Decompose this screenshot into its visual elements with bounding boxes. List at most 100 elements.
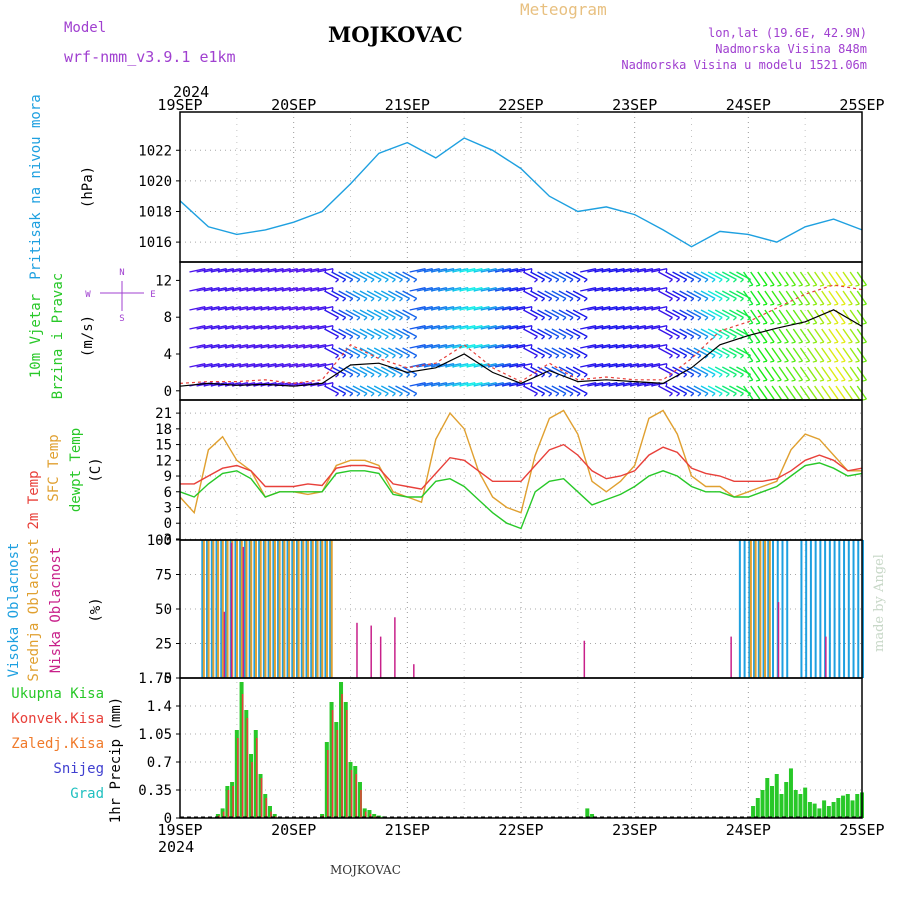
wind-barb xyxy=(423,267,440,273)
cloud-low-bar xyxy=(777,602,780,678)
wind-barb xyxy=(487,381,504,387)
wind-barb-tick xyxy=(555,298,560,302)
wind-barb-tick xyxy=(384,374,389,378)
wind-barb-tick xyxy=(711,279,716,283)
wind-barb xyxy=(750,328,761,343)
wind-barb xyxy=(828,328,839,343)
wind-barb xyxy=(580,267,596,273)
cloud-mid-bar xyxy=(297,540,300,678)
wind-barb xyxy=(317,324,334,330)
wind-barb-tick xyxy=(555,279,560,283)
year-top: 2024 xyxy=(173,83,210,101)
wind-barb xyxy=(743,309,754,324)
wind-barb xyxy=(402,347,418,357)
wind-barb xyxy=(778,290,789,305)
wind-barb-tick xyxy=(377,317,382,321)
wind-barb-tick xyxy=(777,303,782,306)
precip-total-bar xyxy=(845,794,850,818)
wind-barb xyxy=(224,286,241,292)
wind-barb-tick xyxy=(335,336,339,340)
wind-barb xyxy=(693,347,709,357)
wind-barb xyxy=(501,267,518,273)
wind-barb xyxy=(849,309,860,324)
wind-barb xyxy=(189,267,206,273)
wind-barb xyxy=(359,271,375,281)
precip-convective-bar xyxy=(260,778,263,818)
lonlat-text: lon,lat (19.6E, 42.9N) xyxy=(708,26,867,40)
wind-barb-tick xyxy=(534,298,538,302)
wind-barb xyxy=(239,343,255,349)
wind-barb xyxy=(608,267,625,273)
cloud-high-bar xyxy=(258,540,261,678)
wind-barb xyxy=(601,305,618,311)
wind-barb xyxy=(466,267,483,273)
wind-barb xyxy=(509,267,525,273)
wind-barb xyxy=(799,328,811,343)
wind-barb xyxy=(430,381,447,387)
wind-barb-tick xyxy=(576,374,581,378)
wind-barb-tick xyxy=(342,374,347,378)
cloud-mid-bar xyxy=(236,540,239,678)
wind-barb xyxy=(473,324,490,330)
wind-barb xyxy=(558,366,574,376)
wind-barb xyxy=(672,328,688,338)
wind-barb xyxy=(224,324,241,330)
wind-barb-tick xyxy=(784,303,789,306)
wind-barb-tick xyxy=(748,360,753,363)
wind-units: (m/s) xyxy=(80,315,96,357)
precip-y-tick-label: 0.35 xyxy=(138,783,172,799)
wind-barb xyxy=(785,366,796,381)
wind-barb-tick xyxy=(342,355,347,359)
cloud-low-bar xyxy=(230,542,233,678)
wind-barb xyxy=(665,366,680,376)
wind-barb xyxy=(246,343,263,349)
wind-barb xyxy=(565,290,581,300)
wind-barb xyxy=(480,286,497,292)
wind-barb xyxy=(544,309,560,319)
wind-barb-tick xyxy=(718,355,723,359)
wind-barb-tick xyxy=(356,336,361,340)
wind-barb xyxy=(806,328,818,343)
cloud-high-bar xyxy=(748,540,751,678)
wind-barb xyxy=(835,347,846,362)
wind-barb xyxy=(608,324,625,330)
cloud-units: (%) xyxy=(88,597,104,622)
precip-total-bar xyxy=(798,794,803,818)
wind-barb xyxy=(338,271,354,281)
wind-barb-tick xyxy=(669,336,673,340)
wind-barb xyxy=(629,362,646,368)
wind-barb xyxy=(395,309,410,319)
wind-mean-line xyxy=(179,309,863,387)
wind-barb xyxy=(288,362,305,368)
wind-barb xyxy=(388,328,403,338)
wind-barb xyxy=(828,385,839,400)
wind-barb-tick xyxy=(669,279,673,283)
wind-barb xyxy=(686,328,702,338)
wind-barb xyxy=(835,290,846,305)
wind-barb xyxy=(771,271,782,286)
wind-barb-tick xyxy=(384,336,389,340)
wind-barb xyxy=(452,362,469,368)
wind-barb xyxy=(778,328,789,343)
wind-barb-tick xyxy=(812,379,817,382)
wind-barb-tick xyxy=(676,298,680,302)
wind-barb xyxy=(331,347,347,357)
wind-barb xyxy=(459,305,476,311)
wind-barb xyxy=(771,290,782,305)
cloud-high-bar xyxy=(329,540,332,678)
wind-barb xyxy=(402,290,418,300)
wind-barb xyxy=(395,385,410,395)
wind-barb-tick xyxy=(548,298,553,302)
precip-convective-bar xyxy=(274,816,277,818)
wind-barb xyxy=(792,385,804,400)
wind-barb xyxy=(814,290,825,305)
wind-barb-tick xyxy=(841,360,846,363)
wind-barb xyxy=(217,343,234,349)
cloud-low-bar xyxy=(356,622,358,678)
wind-barb xyxy=(601,324,618,330)
wind-barb xyxy=(686,385,702,395)
wind-barb-tick xyxy=(848,322,853,325)
wind-barb xyxy=(409,305,426,311)
wind-barb xyxy=(622,362,639,368)
wind-barb xyxy=(594,267,611,273)
